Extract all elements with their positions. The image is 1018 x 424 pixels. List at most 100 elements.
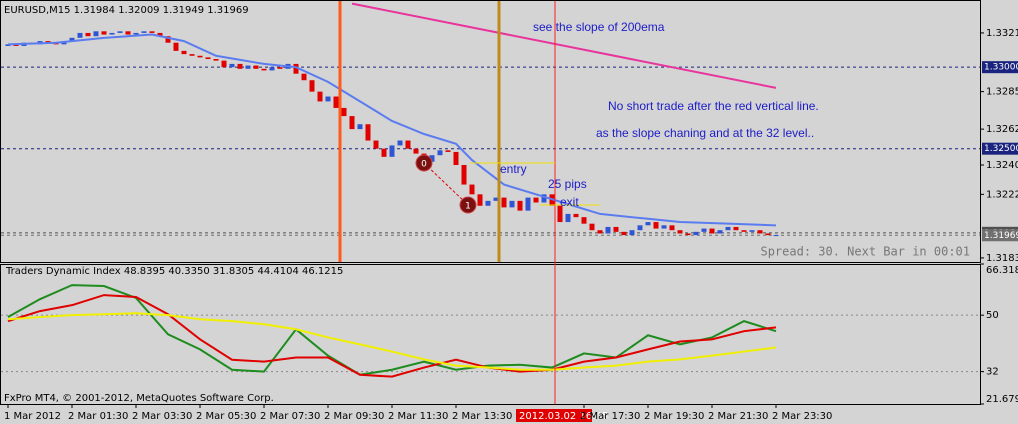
candle: [133, 32, 139, 35]
candle: [157, 32, 163, 37]
candle: [397, 140, 403, 146]
candle: [733, 226, 739, 231]
candle: [629, 230, 635, 236]
candle: [701, 228, 707, 232]
candle: [197, 55, 203, 58]
candle: [605, 226, 611, 234]
x-tick-label: 2 Mar 01:30: [68, 411, 128, 422]
ma-line: [351, 2, 777, 89]
y-tick-label: 1.32620: [986, 124, 1018, 135]
candle: [437, 150, 443, 156]
indicator-panel: [0, 264, 981, 405]
marker: [459, 196, 477, 214]
candle: [229, 63, 235, 68]
candle: [381, 148, 387, 157]
indicator-plot: [1, 284, 980, 378]
y-tick-label: 66.3184: [986, 265, 1018, 276]
candle: [349, 116, 355, 130]
candle: [141, 31, 147, 33]
level-box: [982, 61, 1018, 74]
candle: [597, 230, 603, 234]
candle: [149, 31, 155, 33]
candle: [69, 37, 75, 42]
candle: [269, 67, 275, 71]
candle: [5, 44, 11, 46]
candle: [405, 140, 411, 149]
candle: [765, 233, 771, 236]
level-label: 1.31969: [984, 231, 1018, 241]
candle: [373, 140, 379, 149]
x-tick-label: 2 Mar 03:30: [132, 411, 192, 422]
candle: [237, 63, 243, 69]
x-tick-label: 2 Mar 19:30: [644, 411, 704, 422]
candle: [317, 91, 323, 102]
candle: [333, 96, 339, 108]
candle: [685, 233, 691, 236]
y-tick-label: 1.32400: [986, 160, 1018, 171]
candle: [205, 57, 211, 60]
candle: [645, 222, 651, 226]
candle: [77, 32, 83, 38]
symbol-header: EURUSD,M15 1.31984 1.32009 1.31949 1.319…: [4, 5, 249, 16]
x-tick-label: 2 Mar 05:30: [196, 411, 256, 422]
marker: [415, 154, 433, 172]
ma-line: [7, 33, 777, 227]
annotation: No short trade after the red vertical li…: [608, 99, 819, 113]
x-tick-label: 2 Mar 17:30: [580, 411, 640, 422]
crosshair-box: [516, 409, 592, 422]
candle: [453, 151, 459, 165]
candle: [557, 205, 563, 223]
annotation: as the slope chaning and at the 32 level…: [596, 126, 814, 140]
level-label: 1.33000: [984, 63, 1018, 73]
candle: [621, 231, 627, 236]
spread-info: Spread: 30. Next Bar in 00:01: [760, 245, 970, 259]
y-tick-label: 1.33210: [986, 28, 1018, 39]
main-panel: [0, 0, 981, 263]
candle: [445, 150, 451, 152]
candle: [221, 60, 227, 68]
annotation: exit: [560, 195, 579, 209]
x-tick-label: 2 Mar 21:30: [708, 411, 768, 422]
annotation: 25 pips: [548, 177, 587, 191]
x-tick-label: 2 Mar 13:30: [452, 411, 512, 422]
candle: [117, 31, 123, 33]
x-tick-label: 1 Mar 2012: [4, 411, 61, 422]
candle: [261, 68, 267, 71]
candle: [389, 145, 395, 157]
candle: [517, 200, 523, 211]
candle: [637, 225, 643, 231]
candle: [581, 217, 587, 224]
candle: [589, 223, 595, 231]
candle: [757, 230, 763, 234]
candle: [613, 226, 619, 232]
candle: [725, 226, 731, 231]
y-tick-label: 1.31830: [986, 253, 1018, 264]
candle: [189, 54, 195, 56]
candle: [717, 230, 723, 234]
candle: [293, 63, 299, 74]
candle: [741, 230, 747, 232]
candle: [669, 225, 675, 231]
candle: [213, 59, 219, 61]
candle: [85, 32, 91, 37]
candle: [13, 44, 19, 46]
candle: [709, 228, 715, 234]
crosshair-label: 2012.03.02 16:45: [519, 411, 608, 422]
candle: [485, 200, 491, 206]
y-tick-label: 1.32850: [986, 87, 1018, 98]
candle: [541, 194, 547, 203]
x-tick-label: 2 Mar 23:30: [772, 411, 832, 422]
candle: [253, 65, 259, 69]
trade-line: [423, 162, 469, 206]
candle: [165, 36, 171, 43]
indicator-title: Traders Dynamic Index 48.8395 40.3350 31…: [5, 266, 343, 277]
candle: [693, 231, 699, 236]
x-tick-label: 2 Mar 09:30: [324, 411, 384, 422]
candle: [325, 96, 331, 102]
candle: [501, 197, 507, 208]
candle: [573, 213, 579, 218]
y-tick-label: 50: [986, 310, 999, 321]
